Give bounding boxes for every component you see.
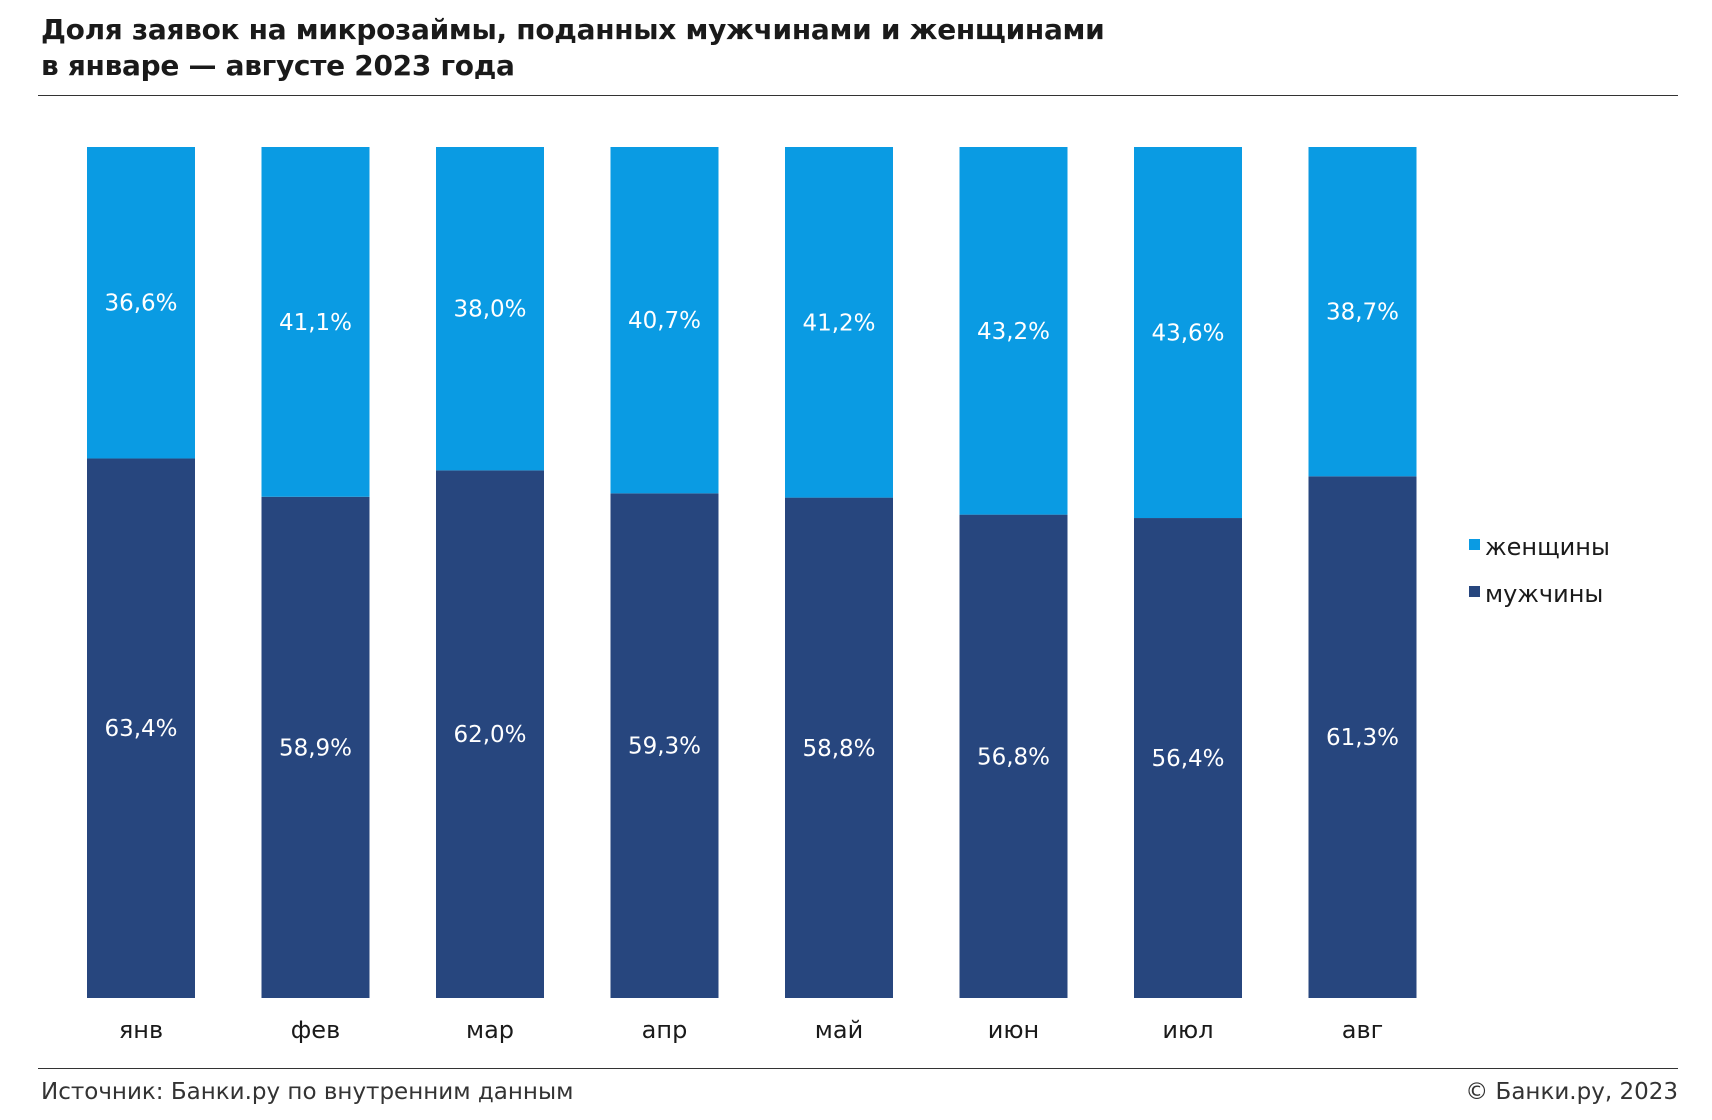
data-label-men-3: 62,0% [453,722,526,748]
data-label-women-5: 41,2% [802,310,875,336]
x-tick-label-6: июн [988,1016,1040,1044]
bar-women-5 [785,147,893,498]
legend-label-1: женщины [1485,533,1610,561]
x-tick-label-4: апр [642,1016,688,1044]
bar-men-6 [959,514,1068,998]
data-label-women-3: 38,0% [453,297,526,323]
copyright-note: © Банки.ру, 2023 [1465,1079,1678,1105]
bar-men-2 [261,496,370,998]
source-note: Источник: Банки.ру по внутренним данным [41,1079,574,1105]
legend-swatch-1 [1469,539,1480,550]
chart-title: Доля заявок на микрозаймы, поданных мужч… [41,12,1441,84]
bar-women-7 [1134,147,1242,519]
top-divider [38,95,1678,96]
data-label-women-8: 38,7% [1326,300,1399,326]
bar-women-8 [1308,147,1417,477]
data-label-men-4: 59,3% [628,734,701,760]
data-label-men-6: 56,8% [977,744,1050,770]
bar-men-1 [87,458,195,998]
data-label-men-2: 58,9% [279,735,352,761]
x-tick-label-7: июл [1162,1016,1213,1044]
data-label-women-4: 40,7% [628,308,701,334]
data-label-women-1: 36,6% [104,291,177,317]
data-label-men-1: 63,4% [104,716,177,742]
data-label-men-7: 56,4% [1151,746,1224,772]
bar-women-3 [436,147,544,471]
bar-women-6 [959,147,1068,515]
chart-title-line2: в январе — августе 2023 года [41,49,515,82]
bar-men-3 [436,470,544,998]
x-tick-label-3: мар [466,1016,514,1044]
bottom-divider [38,1068,1678,1069]
chart-title-line1: Доля заявок на микрозаймы, поданных мужч… [41,13,1105,46]
data-label-women-7: 43,6% [1151,321,1224,347]
bar-women-1 [87,147,195,459]
x-tick-label-1: янв [119,1016,163,1044]
bar-men-4 [610,493,719,998]
legend-swatch-2 [1469,586,1480,597]
bar-women-2 [261,147,370,497]
data-label-men-5: 58,8% [802,736,875,762]
x-tick-label-8: авг [1342,1016,1383,1044]
bar-men-7 [1134,518,1242,998]
data-label-men-8: 61,3% [1326,725,1399,751]
bar-women-4 [610,147,719,494]
x-tick-label-2: фев [291,1016,340,1044]
data-label-women-6: 43,2% [977,319,1050,345]
x-tick-label-5: май [815,1016,863,1044]
bar-men-5 [785,497,893,998]
data-label-women-2: 41,1% [279,310,352,336]
stacked-bar-chart: 63,4% 36,6% янв 58,9% 41,1% фев 62,0% 38,0% мар 5… [87,147,1610,1044]
bar-men-8 [1308,476,1417,998]
legend-label-2: мужчины [1485,580,1603,608]
